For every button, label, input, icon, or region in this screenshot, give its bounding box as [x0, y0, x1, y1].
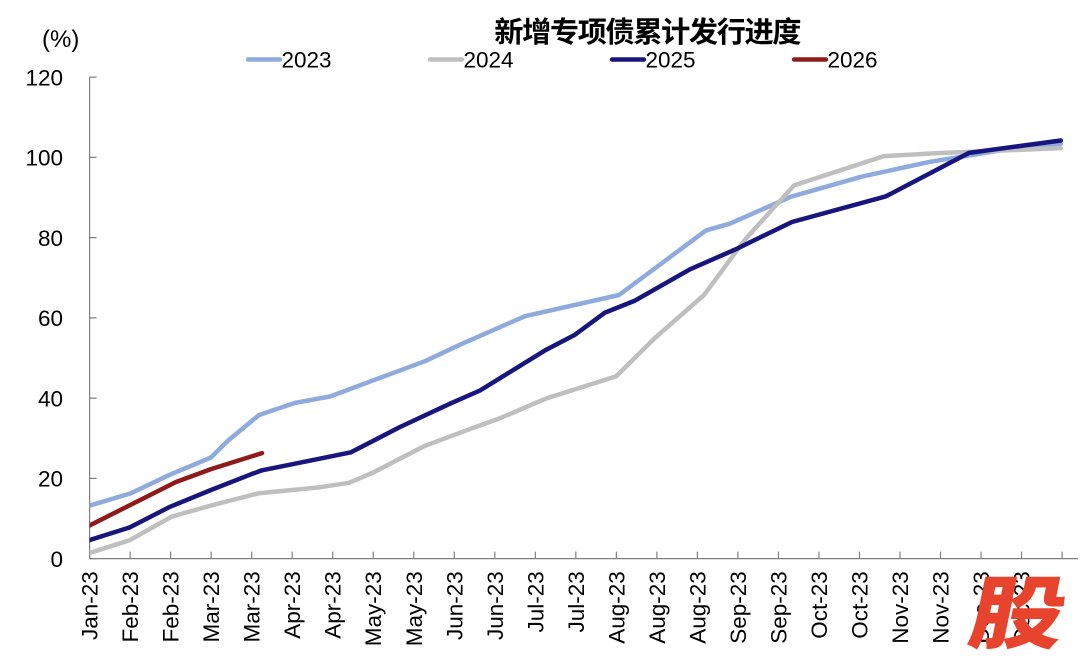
- svg-text:60: 60: [38, 306, 63, 331]
- svg-text:100: 100: [25, 146, 63, 171]
- svg-text:Feb-23: Feb-23: [159, 571, 184, 642]
- svg-text:20: 20: [38, 467, 63, 492]
- svg-text:Oct-23: Oct-23: [807, 571, 832, 639]
- svg-text:Oct-23: Oct-23: [848, 571, 873, 639]
- svg-text:Mar-23: Mar-23: [240, 571, 265, 642]
- svg-text:Sep-23: Sep-23: [766, 571, 791, 644]
- svg-text:(%): (%): [42, 26, 79, 53]
- svg-text:Apr-23: Apr-23: [280, 571, 305, 639]
- svg-text:Nov-23: Nov-23: [929, 571, 954, 644]
- svg-text:2025: 2025: [646, 48, 696, 73]
- svg-text:2023: 2023: [282, 48, 332, 73]
- svg-text:May-23: May-23: [402, 571, 427, 646]
- svg-text:Aug-23: Aug-23: [604, 571, 629, 644]
- svg-text:Mar-23: Mar-23: [199, 571, 224, 642]
- svg-text:2026: 2026: [828, 48, 878, 73]
- svg-text:40: 40: [38, 386, 63, 411]
- svg-text:80: 80: [38, 226, 63, 251]
- svg-text:Jul-23: Jul-23: [523, 571, 548, 632]
- svg-text:Apr-23: Apr-23: [321, 571, 346, 639]
- svg-text:Sep-23: Sep-23: [726, 571, 751, 644]
- svg-text:Feb-23: Feb-23: [118, 571, 143, 642]
- svg-text:Jan-23: Jan-23: [78, 571, 103, 640]
- svg-text:Aug-23: Aug-23: [645, 571, 670, 644]
- svg-text:Jun-23: Jun-23: [442, 571, 467, 640]
- svg-text:0: 0: [50, 547, 63, 572]
- svg-text:May-23: May-23: [361, 571, 386, 646]
- svg-text:Aug-23: Aug-23: [685, 571, 710, 644]
- svg-text:120: 120: [25, 65, 63, 90]
- svg-text:Jun-23: Jun-23: [483, 571, 508, 640]
- svg-text:2024: 2024: [464, 48, 514, 73]
- svg-text:Nov-23: Nov-23: [888, 571, 913, 644]
- svg-text:Jul-23: Jul-23: [564, 571, 589, 632]
